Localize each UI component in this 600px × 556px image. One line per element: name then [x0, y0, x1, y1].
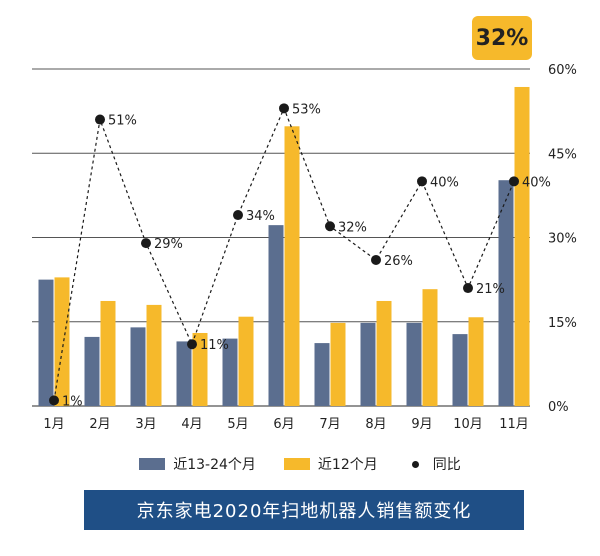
bar-series-1: [498, 180, 514, 406]
x-axis-tick-label: 10月: [453, 417, 483, 432]
bar-series-2: [238, 316, 254, 406]
legend-swatch-series-1: [139, 458, 166, 470]
bar-series-2: [468, 317, 484, 406]
bar-series-2: [422, 289, 438, 406]
line-data-label: 26%: [384, 254, 413, 269]
line-data-label: 53%: [292, 102, 321, 117]
bar-series-2: [100, 300, 116, 406]
line-data-label: 29%: [154, 237, 183, 252]
x-axis-tick-label: 3月: [135, 417, 156, 432]
line-point: [325, 221, 335, 232]
line-data-label: 21%: [476, 282, 505, 297]
legend-dot-icon: [411, 460, 419, 468]
x-axis-tick-label: 6月: [273, 417, 294, 432]
line-point: [279, 103, 289, 114]
x-axis-tick-label: 5月: [227, 417, 248, 432]
line-series: [53, 106, 515, 401]
x-axis-tick-label: 11月: [499, 417, 529, 432]
bar-series-2: [284, 126, 300, 406]
right-axis-tick-label: 15%: [548, 316, 577, 331]
highlight-badge-label: 32%: [475, 25, 529, 51]
legend-label-series-1: 近13-24个月: [173, 457, 256, 473]
bar-series-2: [192, 332, 208, 406]
bar-series-1: [222, 338, 238, 406]
line-data-label: 40%: [430, 175, 459, 190]
legend: 近13-24个月 近12个月 同比: [0, 452, 600, 476]
legend-swatch-series-2: [283, 458, 310, 470]
line-point: [187, 339, 197, 350]
chart-title-banner: 京东家电2020年扫地机器人销售额变化: [84, 490, 524, 530]
bar-series-2: [514, 86, 530, 407]
line-data-label: 40%: [522, 175, 551, 190]
bar-series-1: [360, 322, 376, 406]
line-point: [509, 176, 519, 187]
x-axis-tick-label: 2月: [89, 417, 110, 432]
bar-series-1: [452, 334, 468, 406]
x-axis-tick-label: 1月: [43, 417, 64, 432]
bar-series-1: [38, 279, 54, 406]
right-axis-tick-label: 60%: [548, 63, 577, 78]
legend-label-series-2: 近12个月: [317, 457, 378, 473]
line-point: [417, 176, 427, 187]
line-point: [141, 238, 151, 249]
chart-title: 京东家电2020年扫地机器人销售额变化: [136, 501, 472, 522]
right-axis-tick-label: 45%: [548, 147, 577, 162]
bar-series-1: [176, 341, 192, 406]
x-axis-tick-label: 9月: [411, 417, 432, 432]
legend-item-line: 同比: [406, 454, 461, 474]
x-axis-tick-label: 8月: [365, 417, 386, 432]
line-data-label: 34%: [246, 209, 275, 224]
x-axis-tick-label: 7月: [319, 417, 340, 432]
bar-series-1: [130, 327, 146, 406]
legend-item-series-2: 近12个月: [283, 454, 378, 474]
bar-series-1: [406, 322, 422, 406]
x-axis-tick-label: 4月: [181, 417, 202, 432]
line-data-label: 1%: [62, 394, 83, 409]
line-data-label: 51%: [108, 114, 137, 129]
line-point: [233, 210, 243, 221]
legend-label-line: 同比: [432, 457, 461, 473]
bar-series-2: [146, 304, 162, 406]
bar-series-2: [330, 322, 346, 406]
bar-series-1: [268, 225, 284, 406]
highlight-badge: 32%: [472, 16, 532, 60]
line-point: [49, 395, 59, 406]
legend-item-series-1: 近13-24个月: [139, 454, 256, 474]
line-data-label: 32%: [338, 220, 367, 235]
right-axis-tick-label: 0%: [548, 400, 569, 415]
line-data-label: 11%: [200, 338, 229, 353]
right-axis-tick-label: 30%: [548, 232, 577, 247]
line-point: [371, 254, 381, 265]
bar-series-1: [314, 343, 330, 406]
bar-series-2: [376, 300, 392, 406]
line-point: [95, 114, 105, 125]
bar-series-1: [84, 336, 100, 406]
line-point: [463, 283, 473, 294]
